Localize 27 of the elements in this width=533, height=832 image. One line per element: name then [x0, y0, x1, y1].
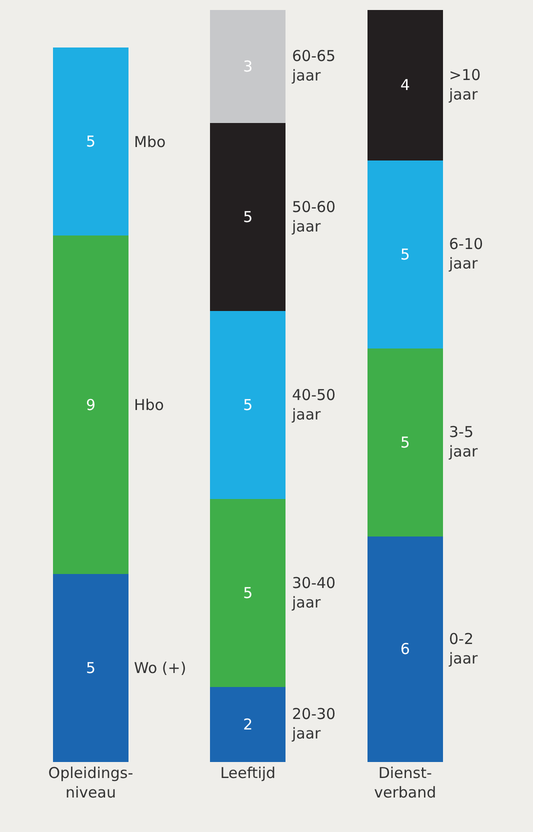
data-label: 5 [400, 433, 410, 452]
data-label: 5 [400, 245, 410, 264]
series-label: 30-40 jaar [291, 574, 336, 612]
series-label: 50-60 jaar [291, 198, 336, 236]
series-label: 0-2 jaar [448, 630, 479, 668]
data-label: 4 [400, 76, 410, 94]
series-label: Mbo [134, 133, 166, 151]
series-label: 20-30 jaar [291, 705, 336, 742]
series-label: Wo (+) [134, 659, 186, 677]
x-tick-label: Leeftijd [220, 764, 276, 782]
series-label: >10 jaar [448, 66, 481, 104]
data-label: 5 [86, 132, 96, 151]
series-label: 40-50 jaar [291, 386, 336, 424]
data-label: 5 [243, 208, 253, 226]
data-label: 6 [400, 640, 410, 658]
data-label: 5 [243, 584, 253, 602]
series-label: 60-65 jaar [291, 47, 336, 84]
data-label: 2 [243, 715, 253, 734]
data-label: 5 [243, 396, 253, 414]
data-label: 9 [86, 396, 96, 414]
data-label: 3 [243, 57, 253, 76]
series-label: Hbo [134, 396, 164, 414]
series-label: 6-10 jaar [448, 235, 484, 272]
x-tick-label: Opleidings- niveau [48, 764, 134, 802]
series-label: 3-5 jaar [448, 423, 479, 460]
data-label: 5 [86, 659, 96, 677]
x-tick-label: Dienst- verband [374, 764, 436, 802]
